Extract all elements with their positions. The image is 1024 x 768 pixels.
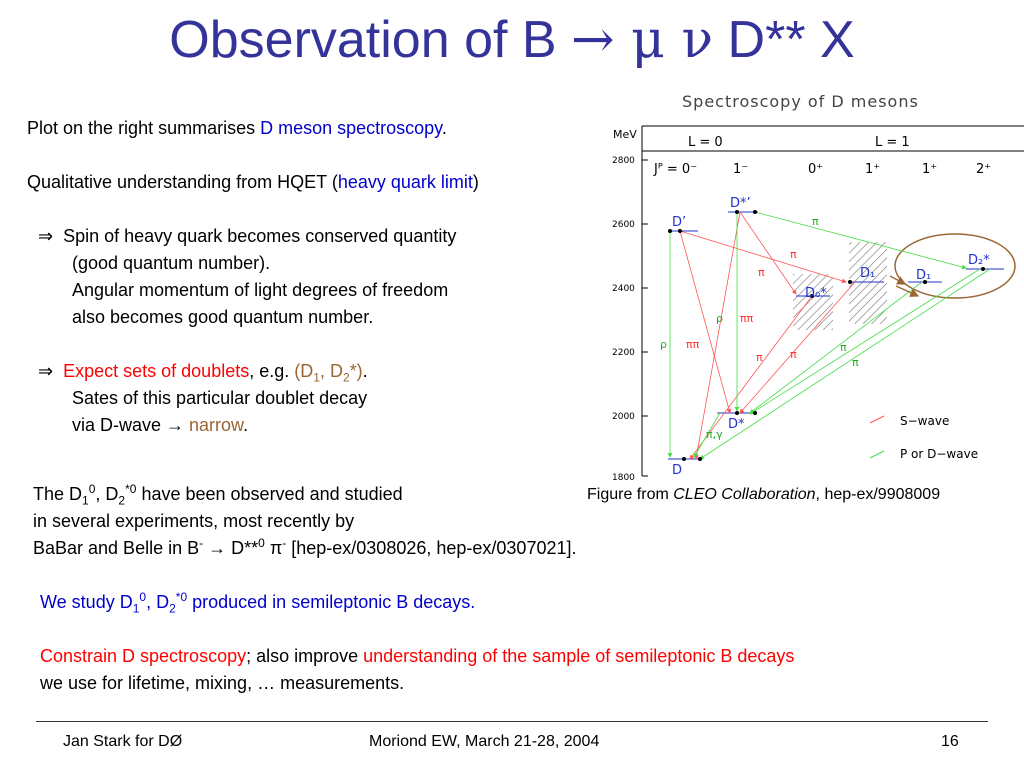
sdecay-dstarprime-d: [694, 211, 741, 460]
label-d2star: D₂*: [968, 253, 990, 268]
dot-dstarprime-b: [753, 210, 757, 214]
tick-label-2000: 2000: [612, 412, 635, 422]
label-pi-1: π: [790, 248, 797, 261]
label-pi-2: π: [758, 266, 765, 279]
label-dstarprime: D*’: [730, 196, 751, 211]
spectroscopy-figure: Spectroscopy of D mesons MeV 2800 2600 2…: [612, 92, 1024, 483]
tick-label-2400: 2400: [612, 284, 635, 294]
figure-caption: Figure from CLEO Collaboration, hep-ex/9…: [587, 486, 941, 503]
body-line-6: we use for lifetime, mixing, … measureme…: [40, 673, 405, 693]
body-line-3: BaBar and Belle in B- → D**0 π- [hep-ex/…: [33, 536, 577, 558]
label-rho-2: ρ: [660, 338, 667, 351]
figure-heading: Spectroscopy of D mesons: [682, 92, 919, 111]
implication-1: ⇒ Spin of heavy quark becomes conserved …: [38, 226, 457, 246]
tick-label-2200: 2200: [612, 348, 635, 358]
l0-label: L = 0: [688, 135, 723, 150]
label-pi-5: π: [812, 215, 819, 228]
pdecay-dstar-d: [693, 412, 721, 458]
footer-author: Jan Stark for DØ: [63, 733, 183, 750]
dot-d1a: [848, 280, 852, 284]
dot-dstarprime: [735, 210, 739, 214]
footer-conference: Moriond EW, March 21-28, 2004: [369, 733, 600, 750]
label-rho-1: ρ: [716, 312, 723, 325]
dot-d: [682, 457, 686, 461]
implication-1-cont-3: also becomes good quantum number.: [72, 307, 374, 327]
dot-dstar-b: [753, 411, 757, 415]
legend-s-text: S−wave: [900, 414, 949, 428]
label-d1a: D₁: [860, 266, 875, 281]
narrow-doublet-ellipse: [894, 233, 1016, 299]
tick-label-2800: 2800: [612, 156, 635, 166]
implication-1-cont-2: Angular momentum of light degrees of fre…: [72, 280, 449, 300]
label-pipi-1: ππ: [740, 312, 754, 325]
implication-2-cont: Sates of this particular doublet decay: [72, 388, 368, 408]
label-d0star: D₀*: [805, 286, 827, 301]
sdecay-dprime-d1: [679, 230, 847, 284]
label-dprime: D’: [672, 215, 686, 230]
implies-icon: ⇒: [38, 226, 54, 246]
label-pipi-2: ππ: [686, 338, 700, 351]
footer-divider: [36, 721, 988, 722]
pdecay-d1-dstar: [749, 281, 923, 414]
jp-1plus-b: 1⁺: [922, 162, 937, 177]
label-pigamma: π,γ: [706, 428, 723, 441]
dot-dstar: [735, 411, 739, 415]
sdecay-d1-dstar: [739, 281, 856, 414]
dot-d0star: [810, 294, 814, 298]
jp-2plus: 2⁺: [976, 162, 991, 177]
dot-d1b: [923, 280, 927, 284]
unit-label: MeV: [613, 128, 637, 141]
jp-1plus-a: 1⁺: [865, 162, 880, 177]
dot-dprime-b: [678, 229, 682, 233]
implication-2: ⇒ Expect sets of doublets, e.g. (D1, D2*…: [38, 361, 368, 385]
footer-page-number: 16: [941, 733, 959, 750]
d1-broad-band: [849, 242, 887, 324]
l1-label: L = 1: [875, 135, 910, 150]
implication-1-cont: (good quantum number).: [72, 253, 271, 273]
tick-label-1800: 1800: [612, 473, 635, 483]
pdecay-dstarprime-d2: [754, 211, 967, 270]
intro-line-1: Plot on the right summarises D meson spe…: [27, 118, 447, 138]
label-d: D: [672, 463, 682, 478]
dot-d2star: [981, 267, 985, 271]
pdecay-d2-d: [699, 268, 991, 460]
brown-arrow-2: [889, 275, 907, 285]
implication-2-cont-2: via D-wave → narrow.: [72, 415, 249, 435]
legend-pd-line: [869, 450, 885, 459]
d0star-band: [793, 274, 833, 330]
legend-s-line: [869, 415, 885, 424]
label-dstar: D*: [728, 417, 745, 432]
body-line-1: The D10, D2*0 have been observed and stu…: [33, 482, 403, 508]
pdecay-d2-dstar: [749, 268, 981, 415]
jp-1minus: 1⁻: [733, 162, 748, 177]
body-line-4: We study D10, D2*0 produced in semilepto…: [40, 590, 476, 616]
dot-d-b: [698, 457, 702, 461]
sdecay-dstarprime-d0: [739, 211, 797, 295]
brown-arrow-1: [895, 285, 920, 297]
legend-pd-text: P or D−wave: [900, 447, 978, 461]
intro-line-2: Qualitative understanding from HQET (hea…: [27, 172, 479, 192]
jp-0plus: 0⁺: [808, 162, 823, 177]
tick-label-2600: 2600: [612, 220, 635, 230]
dot-dprime: [668, 229, 672, 233]
label-d1b: D₁: [916, 268, 931, 283]
y-ticks: 2800 2600 2400 2200 2000 1800: [612, 156, 648, 483]
body-line-5: Constrain D spectroscopy; also improve u…: [40, 646, 795, 666]
jp-label: Jᴾ = 0⁻: [653, 162, 697, 177]
implies-icon: ⇒: [38, 361, 54, 381]
label-pi-7: π: [852, 356, 859, 369]
label-pi-6: π: [840, 341, 847, 354]
body-line-2: in several experiments, most recently by: [33, 511, 355, 531]
label-pi-3: π: [756, 351, 763, 364]
sdecay-d0-d: [689, 295, 813, 460]
label-pi-4: π: [790, 348, 797, 361]
slide-title: Observation of B → μ ν D** X: [169, 10, 855, 70]
sdecay-dprime-dstar: [679, 230, 732, 414]
